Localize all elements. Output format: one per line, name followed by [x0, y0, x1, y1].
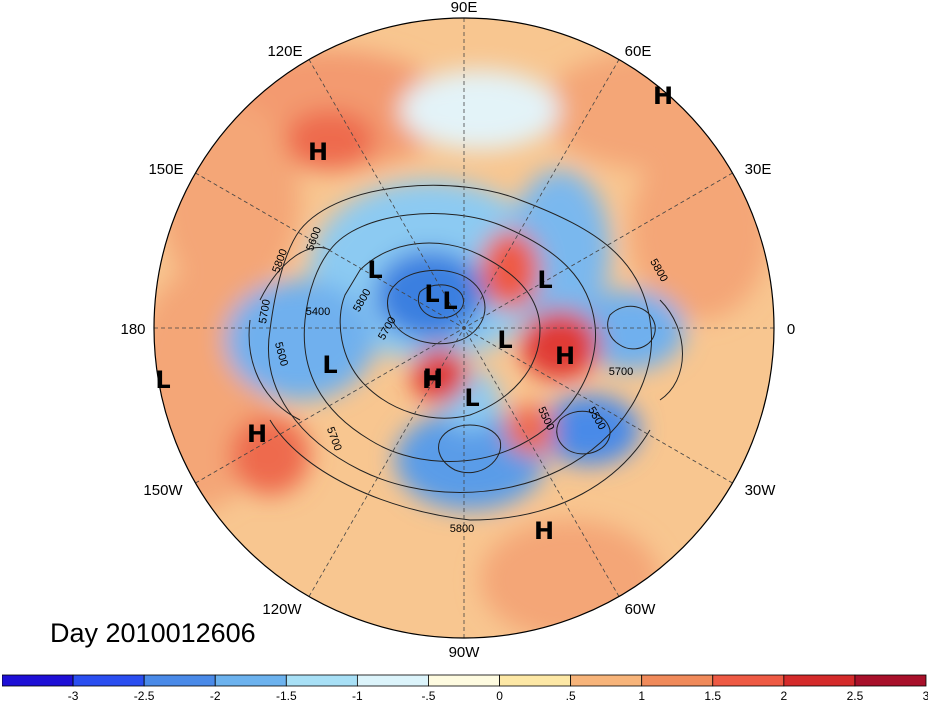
- colorbar-tick-label: -1.5: [276, 689, 297, 702]
- low-center: L: [322, 351, 337, 379]
- colorbar-tick-label: 3: [923, 689, 928, 702]
- colorbar-tick-label: -3: [68, 689, 79, 702]
- lon-label-90w: 90W: [449, 644, 481, 661]
- graticule: [154, 18, 774, 638]
- high-center: H: [308, 138, 328, 166]
- colorbar-tick-label: -.5: [421, 689, 435, 702]
- colorbar-tick-label: 0: [496, 689, 503, 702]
- lon-label-120w: 120W: [262, 601, 302, 618]
- colorbar-tick-label: .5: [566, 689, 576, 702]
- low-center: L: [367, 256, 382, 284]
- colorbar-swatch: [854, 674, 927, 687]
- colorbar-swatch: [712, 674, 785, 687]
- day-label: Day 2010012606: [50, 618, 256, 648]
- colorbar-tick-label: -2.5: [134, 689, 155, 702]
- colorbar-swatch: [428, 674, 500, 687]
- colorbar-tick-label: 1.5: [704, 689, 721, 702]
- colorbar-tick-label: 2.5: [847, 689, 864, 702]
- high-center: H: [247, 420, 267, 448]
- contour-label: 5700: [609, 366, 633, 378]
- colorbar-swatch: [2, 674, 74, 687]
- lon-label-60e: 60E: [625, 43, 652, 60]
- high-center: H: [423, 364, 443, 392]
- colorbar-tick-label: -1: [352, 689, 363, 702]
- colorbar-swatches: [2, 674, 927, 687]
- contour-label: 5800: [450, 523, 474, 535]
- lon-label-0: 0: [787, 321, 795, 338]
- lon-label-90e: 90E: [451, 0, 478, 16]
- longitude-labels: 90E 60E 30E 0 30W 60W 90W 120W 150W 180 …: [120, 0, 795, 661]
- colorbar-swatch: [783, 674, 856, 687]
- colorbar-ticks: -3 -2.5 -2 -1.5 -1 -.5 0 .5 1 1.5 2 2.5 3: [68, 689, 928, 702]
- colorbar-tick-label: 2: [781, 689, 788, 702]
- lon-label-60w: 60W: [625, 601, 657, 618]
- low-center: L: [537, 266, 552, 294]
- lon-label-150e: 150E: [148, 161, 183, 178]
- colorbar: -3 -2.5 -2 -1.5 -1 -.5 0 .5 1 1.5 2 2.5 3: [2, 674, 928, 702]
- contour-label: 5700: [257, 298, 273, 324]
- colorbar-swatch: [72, 674, 145, 687]
- low-center: L: [497, 326, 512, 354]
- high-center: H: [653, 82, 673, 110]
- lon-label-150w: 150W: [143, 482, 183, 499]
- low-center: L: [442, 287, 457, 315]
- lon-label-30e: 30E: [745, 161, 772, 178]
- lon-label-180: 180: [120, 321, 145, 338]
- height-contours: [248, 184, 683, 521]
- polar-map: 90E 60E 30E 0 30W 60W 90W 120W 150W 180 …: [120, 0, 795, 661]
- colorbar-tick-label: 1: [638, 689, 645, 702]
- map-boundary: [153, 17, 775, 639]
- colorbar-swatch: [356, 674, 429, 687]
- low-center: L: [155, 366, 170, 394]
- high-center: H: [422, 366, 442, 394]
- colorbar-swatch: [214, 674, 287, 687]
- colorbar-swatch: [570, 674, 643, 687]
- lon-label-120e: 120E: [267, 43, 302, 60]
- low-center: L: [424, 280, 439, 308]
- lon-label-30w: 30W: [745, 482, 777, 499]
- anomaly-field: [154, 18, 774, 638]
- pressure-centers: H H H H H H H L L L L L L L L: [155, 82, 673, 545]
- colorbar-tick-label: -2: [210, 689, 221, 702]
- low-center: L: [464, 384, 479, 412]
- colorbar-swatch: [499, 674, 572, 687]
- colorbar-swatch: [285, 674, 358, 687]
- colorbar-swatch: [641, 674, 714, 687]
- high-center: H: [534, 517, 554, 545]
- contour-label: 5400: [306, 306, 330, 318]
- high-center: H: [555, 342, 575, 370]
- colorbar-swatch: [143, 674, 216, 687]
